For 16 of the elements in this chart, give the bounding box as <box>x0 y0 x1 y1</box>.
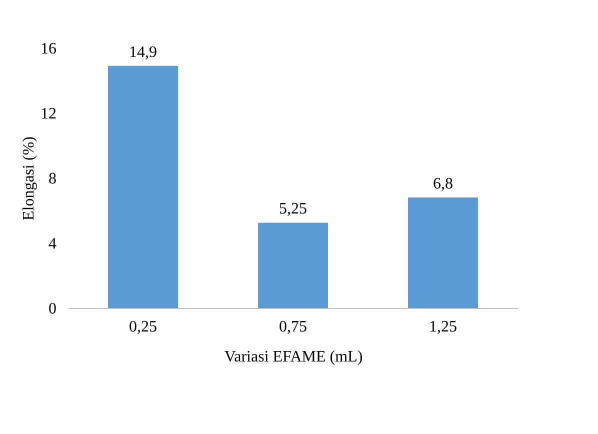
x-tick-label: 1,25 <box>429 318 457 336</box>
x-axis-title: Variasi EFAME (mL) <box>224 348 363 366</box>
y-tick-label: 0 <box>48 300 56 318</box>
y-tick-label: 12 <box>40 106 56 122</box>
data-label: 6,8 <box>433 176 453 192</box>
y-tick-label: 4 <box>48 236 56 252</box>
bar <box>408 198 478 308</box>
x-tick-label: 0,75 <box>279 318 307 336</box>
x-tick-label: 0,25 <box>129 318 157 336</box>
data-label: 5,25 <box>279 200 307 218</box>
bar <box>108 66 178 308</box>
data-label: 14,9 <box>129 44 157 61</box>
y-axis-title: Elongasi (%) <box>20 136 38 220</box>
y-tick-label: 8 <box>48 170 56 188</box>
y-tick-label: 16 <box>40 40 56 58</box>
bar <box>258 222 328 308</box>
